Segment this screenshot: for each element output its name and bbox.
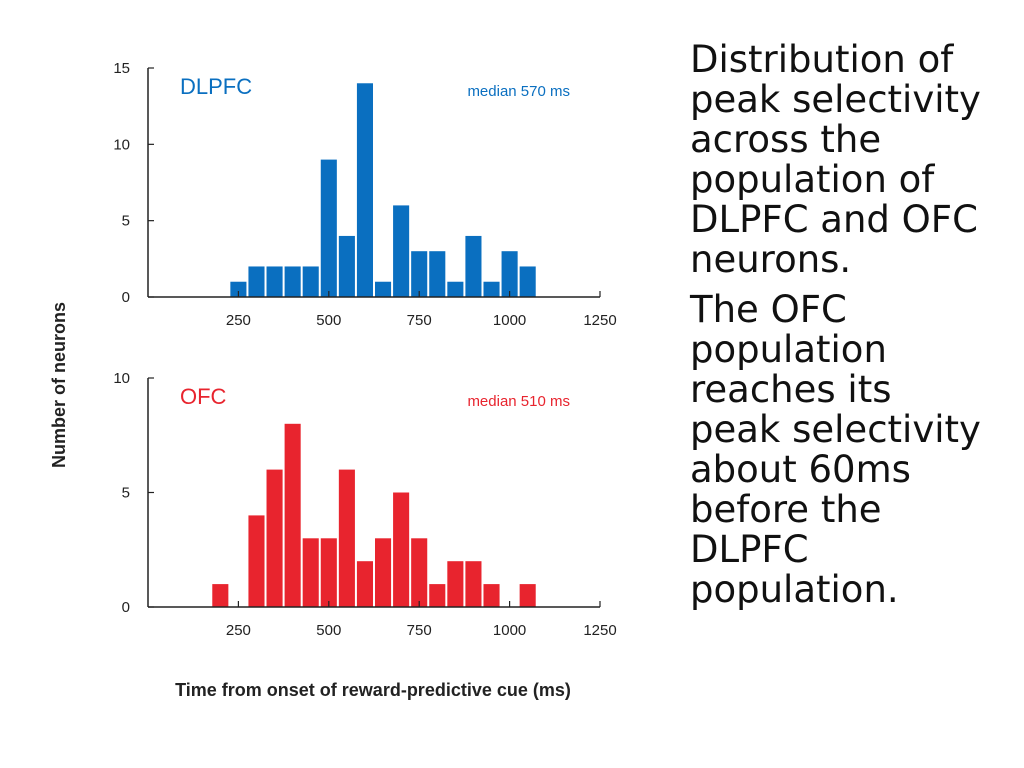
dlpfc-bar	[483, 281, 500, 297]
dlpfc-bar	[320, 159, 337, 297]
dlpfc-x-tick-label: 500	[316, 312, 341, 329]
ofc-bar	[465, 561, 482, 607]
dlpfc-bar	[230, 281, 247, 297]
ofc-y-tick-label: 10	[113, 370, 130, 387]
ofc-bar	[429, 584, 446, 607]
ofc-x-tick-label: 1000	[493, 622, 526, 639]
ofc-x-tick-label: 1250	[583, 622, 616, 639]
dlpfc-bar	[375, 281, 392, 297]
ofc-bar	[393, 492, 410, 607]
slide-paragraph-1: Distribution of peak selectivity across …	[690, 38, 981, 281]
dlpfc-bar	[393, 205, 410, 297]
ofc-bar	[483, 584, 500, 607]
dlpfc-x-tick-label: 750	[407, 312, 432, 329]
dlpfc-y-tick-label: 0	[122, 289, 130, 306]
dlpfc-bar	[447, 281, 464, 297]
ofc-bar	[375, 538, 392, 607]
ofc-bar	[338, 469, 355, 607]
ofc-bar	[320, 538, 337, 607]
dlpfc-bar	[338, 235, 355, 297]
dlpfc-bar	[501, 251, 518, 297]
ofc-x-tick-label: 250	[226, 622, 251, 639]
dlpfc-x-tick-label: 250	[226, 312, 251, 329]
ofc-y-tick-label: 0	[122, 599, 130, 616]
dlpfc-bar	[429, 251, 446, 297]
ofc-x-tick-label: 500	[316, 622, 341, 639]
ofc-bar	[519, 584, 536, 607]
dlpfc-bar	[465, 235, 482, 297]
dlpfc-bar	[302, 266, 319, 297]
dlpfc-median-label: median 570 ms	[467, 83, 570, 100]
ofc-bar	[266, 469, 283, 607]
ofc-bar	[248, 515, 265, 607]
y-axis-title: Number of neurons	[49, 302, 69, 468]
ofc-bar	[447, 561, 464, 607]
dlpfc-bar	[266, 266, 283, 297]
dlpfc-y-tick-label: 15	[113, 60, 130, 77]
ofc-y-tick-label: 5	[122, 485, 130, 502]
slide-text: Distribution of peak selectivity across …	[690, 40, 1010, 620]
dlpfc-x-tick-label: 1000	[493, 312, 526, 329]
dlpfc-y-tick-label: 10	[113, 136, 130, 153]
ofc-bar	[212, 584, 229, 607]
ofc-bar	[284, 423, 301, 607]
ofc-bar	[302, 538, 319, 607]
x-axis-title: Time from onset of reward-predictive cue…	[175, 680, 571, 700]
dlpfc-bar	[356, 83, 373, 297]
ofc-bar	[356, 561, 373, 607]
dlpfc-panel-label: DLPFC	[180, 74, 252, 99]
histogram-figure: Number of neurons Time from onset of rew…	[40, 50, 640, 730]
ofc-x-tick-label: 750	[407, 622, 432, 639]
dlpfc-bar	[519, 266, 536, 297]
dlpfc-bar	[411, 251, 428, 297]
dlpfc-y-tick-label: 5	[122, 213, 130, 230]
ofc-bar	[411, 538, 428, 607]
dlpfc-bar	[248, 266, 265, 297]
ofc-panel-label: OFC	[180, 384, 227, 409]
slide-paragraph-2: The OFC population reaches its peak sele…	[690, 288, 981, 611]
histogram-svg: Number of neurons Time from onset of rew…	[49, 60, 617, 700]
dlpfc-x-tick-label: 1250	[583, 312, 616, 329]
ofc-median-label: median 510 ms	[467, 393, 570, 410]
dlpfc-bar	[284, 266, 301, 297]
